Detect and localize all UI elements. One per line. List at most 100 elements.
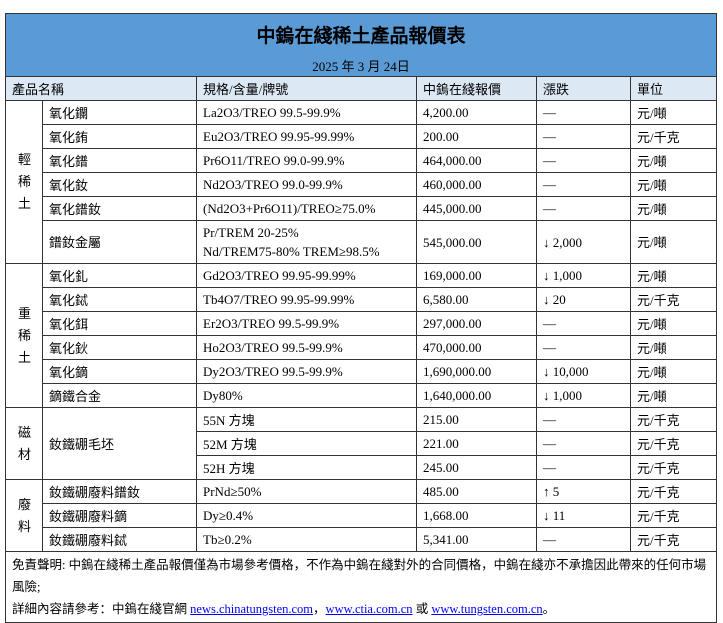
product-name: 氧化釓 [42,263,197,288]
price: 1,668.00 [416,503,537,528]
change: — [536,196,631,221]
table-row: 氧化釹 Nd2O3/TREO 99.0-99.9% 460,000.00— 元/噸 [6,172,718,197]
spec: Gd2O3/TREO 99.95-99.99% [196,263,417,288]
period: 。 [542,602,556,616]
change: ↑ 5 [536,479,631,504]
unit: 元/噸 [629,100,718,125]
product-name: 氧化鐠 [42,148,197,173]
unit: 元/噸 [629,335,718,360]
unit: 元/噸 [629,311,718,336]
category-cell: 磁材 [5,407,43,480]
table-row: 氧化鐠 Pr6O11/TREO 99.0-99.9% 464,000.00— 元/噸 [6,148,718,173]
unit: 元/千克 [629,124,718,149]
category-cell: 廢料 [5,479,43,552]
price: 215.00 [416,407,537,432]
table-row: 氧化鏑 Dy2O3/TREO 99.5-99.9% 1,690,000.00 ↓ 10… [6,359,718,384]
header-spec: 規格/含量/牌號 [196,76,417,101]
spec: Ho2O3/TREO 99.5-99.9% [196,335,417,360]
header-name: 產品名稱 [5,76,197,101]
table-row: 氧化鐠釹 (Nd2O3+Pr6O11)/TREO≥75.0% 445,000.00—… [6,196,718,221]
table-row: 52M 方塊 221.00— 元/千克 [6,431,718,456]
unit: 元/千克 [629,287,718,312]
change: — [536,124,631,149]
spec: Nd2O3/TREO 99.0-99.9% [196,172,417,197]
spec: Er2O3/TREO 99.5-99.9% [196,311,417,336]
unit: 元/千克 [629,431,718,456]
table-row: 氧化鉺 Er2O3/TREO 99.5-99.9% 297,000.00— 元/噸 [6,311,718,336]
change: — [536,431,631,456]
spec: Dy80% [196,383,417,408]
or-text: 或 [412,602,432,616]
product-name: 氧化鋱 [42,287,197,312]
change: ↓ 10,000 [536,359,631,384]
separator: ， [313,602,326,616]
spec: La2O3/TREO 99.5-99.9% [196,100,417,125]
header-unit: 單位 [629,76,718,101]
unit: 元/千克 [629,527,718,552]
unit: 元/千克 [629,503,718,528]
table-date: 2025 年 3 月 24日 [4,54,718,77]
price: 485.00 [416,479,537,504]
unit: 元/噸 [629,196,718,221]
product-name: 氧化鉺 [42,311,197,336]
product-name: 釹鐵硼廢料鋱 [42,527,197,552]
change: ↓ 1,000 [536,383,631,408]
table-title: 中鎢在綫稀土產品報價表 [4,13,718,54]
change: ↓ 1,000 [536,263,631,288]
spec: Tb4O7/TREO 99.95-99.99% [196,287,417,312]
disclaimer: 免責聲明: 中鎢在綫稀土產品報價僅為市場參考價格，不作為中鎢在綫對外的合同價格，… [12,558,707,594]
unit: 元/噸 [629,220,718,264]
product-name: 氧化鏑 [42,359,197,384]
table-row: 廢料 釹鐵硼廢料鐠釹 PrNd≥50% 485.00 ↑ 5 元/千克 [5,479,718,552]
spec: Eu2O3/TREO 99.95-99.99% [196,124,417,149]
spec: (Nd2O3+Pr6O11)/TREO≥75.0% [196,196,417,221]
change: ↓ 20 [536,287,631,312]
table-row: 52H 方塊 245.00— 元/千克 [6,455,718,480]
price: 445,000.00 [416,196,537,221]
header-change: 漲跌 [536,76,631,101]
spec: 55N 方塊 [196,407,417,432]
product-name: 氧化釹 [42,172,197,197]
product-name: 氧化銪 [42,124,197,149]
price: 460,000.00 [416,172,537,197]
price-table: 中鎢在綫稀土產品報價表 2025 年 3 月 24日 產品名稱 規格/含量/牌號… [4,13,718,623]
product-name: 鐠釹金屬 [42,220,197,264]
unit: 元/噸 [629,263,718,288]
spec: PrNd≥50% [196,479,417,504]
change: — [536,407,631,432]
product-name: 釹鐵硼廢料鐠釹 [42,479,197,504]
spec: Dy≥0.4% [196,503,417,528]
price: 245.00 [416,455,537,480]
category-cell: 重稀土 [5,263,43,408]
product-name: 氧化鐠釹 [42,196,197,221]
product-name: 氧化鈥 [42,335,197,360]
link-ctia[interactable]: www.ctia.com.cn [325,602,413,616]
product-name: 釹鐵硼廢料鏑 [42,503,197,528]
product-name: 釹鐵硼毛坯 [42,407,197,480]
spec: 52M 方塊 [196,431,417,456]
change: — [536,172,631,197]
unit: 元/千克 [629,407,718,432]
table-row: 重稀土 氧化釓 Gd2O3/TREO 99.95-99.99% 169,000.00 ↓… [5,263,718,408]
unit: 元/噸 [629,359,718,384]
unit: 元/千克 [629,479,718,504]
spec: Pr/TREM 20-25% Nd/TREM75-80% TREM≥98.5% [196,220,417,264]
price: 545,000.00 [416,220,537,264]
link-news-chinatungsten[interactable]: news.chinatungsten.com [190,602,314,616]
link-tungsten[interactable]: www.tungsten.com.cn [431,602,543,616]
table-row: 釹鐵硼廢料鏑 Dy≥0.4% 1,668.00 ↓ 11 元/千克 [6,503,718,528]
spec-line-2: Nd/TREM75-80% TREM≥98.5% [203,244,380,259]
unit: 元/噸 [629,172,718,197]
unit: 元/千克 [629,455,718,480]
change: — [536,100,631,125]
table-row: 氧化鈥 Ho2O3/TREO 99.5-99.9% 470,000.00— 元/噸 [6,335,718,360]
price: 169,000.00 [416,263,537,288]
change: — [536,455,631,480]
footer: 免責聲明: 中鎢在綫稀土產品報價僅為市場參考價格，不作為中鎢在綫對外的合同價格，… [4,551,718,623]
price: 470,000.00 [416,335,537,360]
change: — [536,311,631,336]
header-row: 產品名稱 規格/含量/牌號 中鎢在綫報價 漲跌 單位 [5,76,718,101]
price: 4,200.00 [416,100,537,125]
change: — [536,335,631,360]
price: 200.00 [416,124,537,149]
